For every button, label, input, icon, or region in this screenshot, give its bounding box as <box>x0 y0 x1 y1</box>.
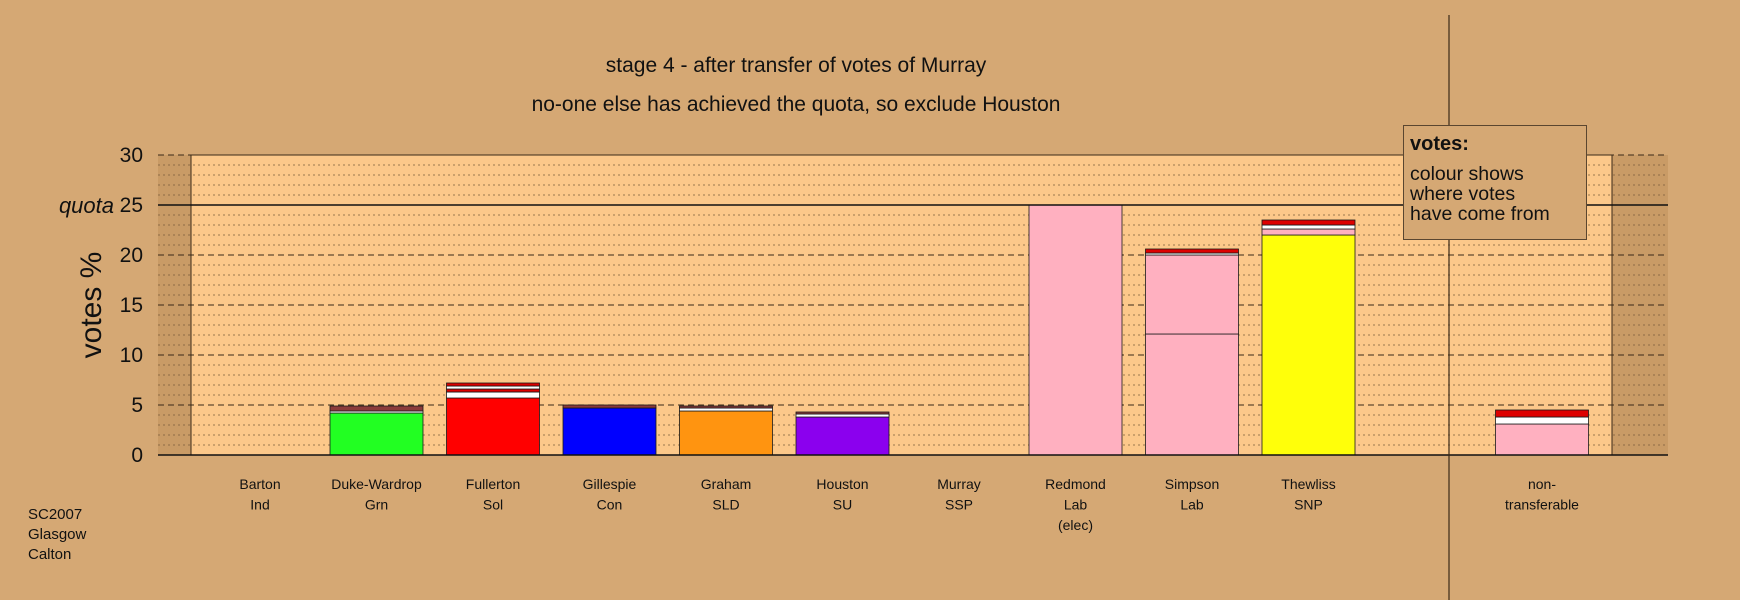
bar-nontransferable-segment <box>1495 416 1589 425</box>
bar-thewliss-segment <box>1261 234 1356 456</box>
source-label: SC2007 Glasgow Calton <box>28 506 87 563</box>
bar-nontransferable-label-0: non- <box>1528 476 1556 492</box>
bar-fullerton-segment <box>446 388 540 393</box>
chart-subtitle: no-one else has achieved the quota, so e… <box>532 93 1061 116</box>
bar-houston-segment <box>795 411 890 415</box>
bar-redmond-label-2: (elec) <box>1058 517 1093 533</box>
bar-thewliss-segment <box>1261 224 1356 230</box>
bar-gillespie-label-1: Con <box>597 497 623 513</box>
bar-graham-segment <box>679 407 773 412</box>
bar-gillespie-segment <box>562 407 657 456</box>
bar-murray-label-0: Murray <box>937 476 981 492</box>
y-tick-label: 15 <box>120 294 143 317</box>
bar-nontransferable-label-1: transferable <box>1505 497 1579 513</box>
bar-nontransferable-segment <box>1495 423 1589 456</box>
bar-simpson-label-0: Simpson <box>1165 476 1219 492</box>
bar-barton-label-1: Ind <box>250 497 269 513</box>
y-tick-label: 0 <box>131 444 143 467</box>
bar-nontransferable-segment <box>1495 409 1589 418</box>
bar-duke-wardrop-label-0: Duke-Wardrop <box>331 476 422 492</box>
bar-redmond-segment <box>1028 204 1123 456</box>
bar-fullerton-segment <box>446 391 540 399</box>
bar-barton-label-0: Barton <box>239 476 280 492</box>
y-tick-label: 20 <box>120 244 143 267</box>
bar-thewliss-segment <box>1261 219 1356 226</box>
legend-box: votes: colour shows where votes have com… <box>1403 125 1587 240</box>
bar-gillespie-segment <box>562 404 657 409</box>
bar-simpson-segment <box>1145 254 1239 335</box>
bar-fullerton-segment <box>446 382 540 387</box>
bar-duke-wardrop-segment <box>329 405 424 412</box>
bar-fullerton-label-0: Fullerton <box>466 476 520 492</box>
bar-graham-segment <box>679 405 773 409</box>
bar-thewliss-label-0: Thewliss <box>1281 476 1335 492</box>
bar-redmond-label-0: Redmond <box>1045 476 1106 492</box>
bar-fullerton-segment <box>446 397 540 456</box>
bar-houston-segment <box>795 413 890 418</box>
bar-fullerton-segment <box>446 385 540 390</box>
bar-murray-label-1: SSP <box>945 497 973 513</box>
legend-title: votes: <box>1410 133 1469 155</box>
bar-gillespie-label-0: Gillespie <box>583 476 637 492</box>
quota-label: quota <box>59 193 114 218</box>
y-tick-label: 10 <box>120 344 143 367</box>
bar-duke-wardrop-label-1: Grn <box>365 497 388 513</box>
bar-simpson-segment <box>1145 333 1239 456</box>
bar-graham-label-1: SLD <box>712 497 739 513</box>
bar-simpson-segment <box>1145 248 1239 254</box>
y-axis-label: votes % <box>75 252 108 359</box>
bar-thewliss-label-1: SNP <box>1294 497 1323 513</box>
bar-graham-label-0: Graham <box>701 476 752 492</box>
bar-houston-label-1: SU <box>833 497 852 513</box>
bar-houston-segment <box>795 416 890 456</box>
bar-houston-label-0: Houston <box>816 476 868 492</box>
bar-graham-segment <box>679 410 773 456</box>
legend-text: colour shows where votes have come from <box>1410 163 1550 225</box>
chart-title: stage 4 - after transfer of votes of Mur… <box>606 54 987 77</box>
bar-duke-wardrop-segment <box>329 412 424 456</box>
bar-simpson-label-1: Lab <box>1180 497 1204 513</box>
bar-thewliss-segment <box>1261 228 1356 236</box>
y-tick-label: 30 <box>120 144 143 167</box>
y-tick-label: 25 <box>120 194 143 217</box>
bar-fullerton-label-1: Sol <box>483 497 503 513</box>
y-tick-label: 5 <box>131 394 143 417</box>
bar-redmond-label-1: Lab <box>1064 497 1088 513</box>
